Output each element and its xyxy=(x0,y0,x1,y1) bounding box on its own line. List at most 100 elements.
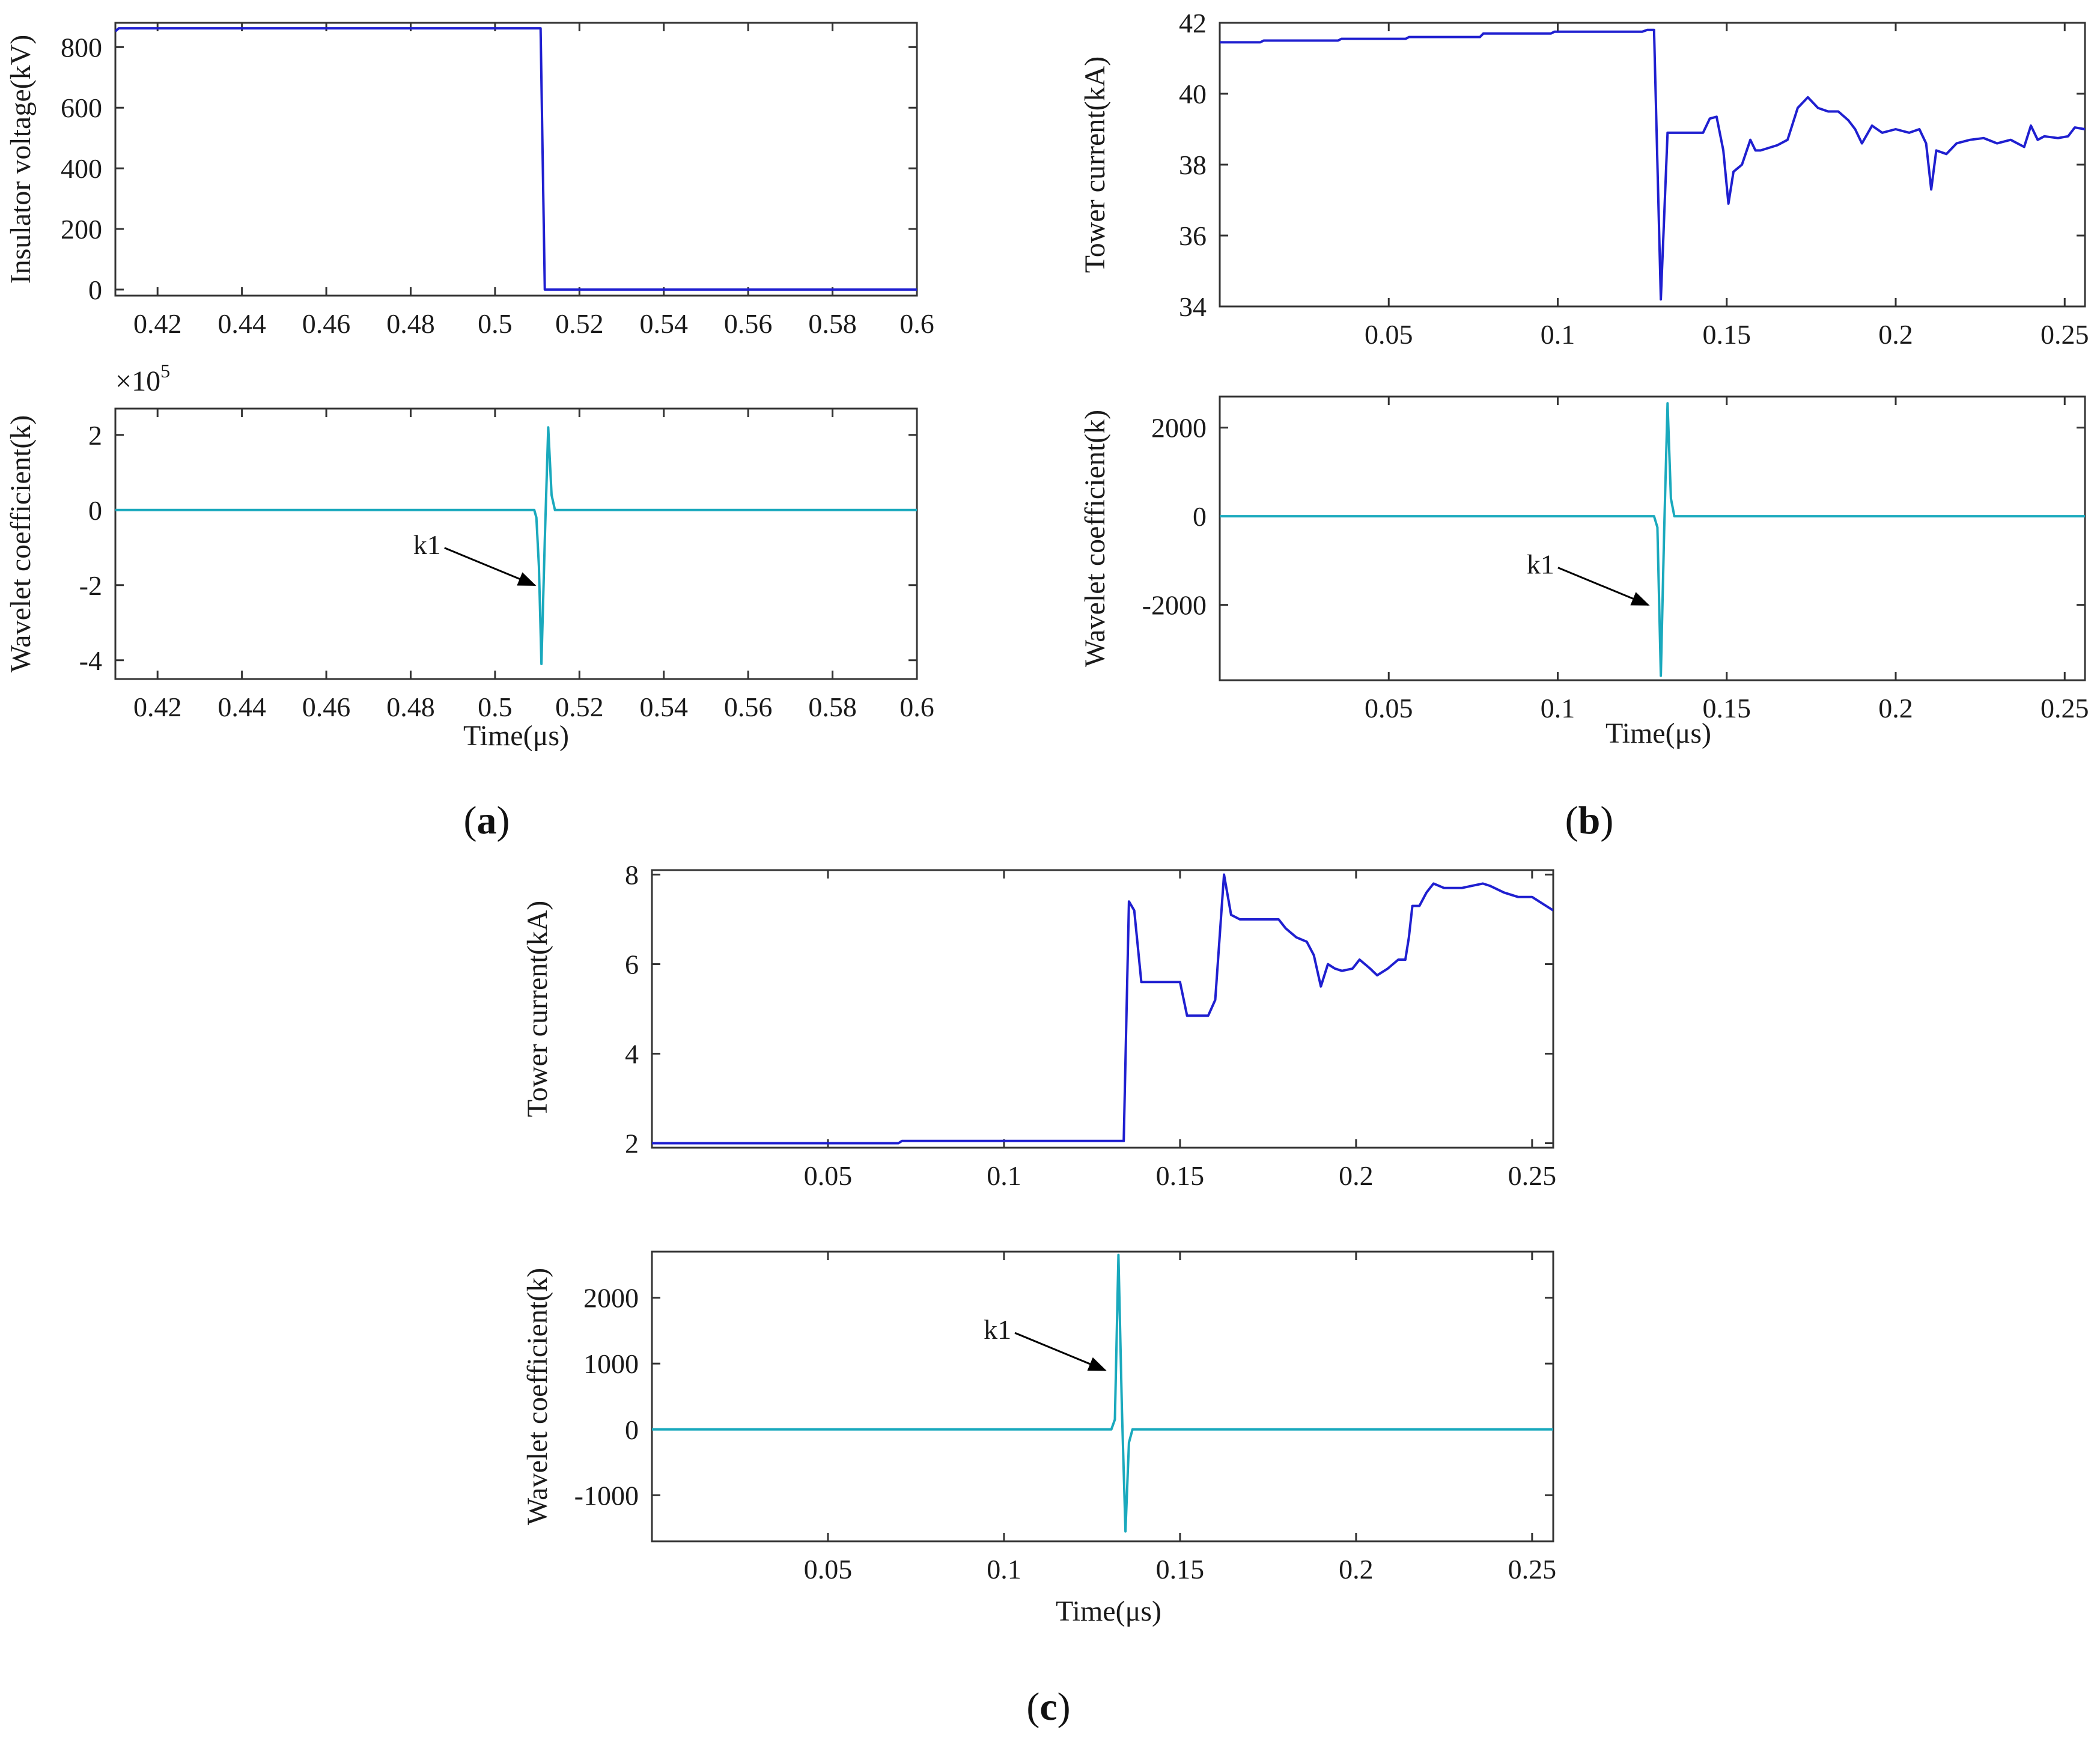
y-axis-title: Tower current(kA) xyxy=(522,901,553,1117)
y-axis-title: Wavelet coefficient(k) xyxy=(522,1268,553,1525)
y-tick-label: 42 xyxy=(1179,8,1207,38)
x-tick-label: 0.05 xyxy=(804,1554,853,1585)
x-tick-label: 0.52 xyxy=(555,692,604,722)
annotation-k1-label: k1 xyxy=(1527,549,1554,580)
series-line xyxy=(1220,402,2085,677)
x-tick-label: 0.2 xyxy=(1339,1554,1374,1585)
x-tick-label: 0.44 xyxy=(218,692,266,722)
panel-b-top-chart: 0.05 0.1 0.15 0.2 0.25 34 36 38 40 42 Tower curren… xyxy=(1079,8,2089,350)
plot-frame xyxy=(651,1250,1554,1542)
annotation-k1-label: k1 xyxy=(413,529,441,560)
x-tick-label: 0.15 xyxy=(1156,1554,1205,1585)
y-tick-label: 1000 xyxy=(583,1348,639,1379)
y-tick-label: 0 xyxy=(88,275,102,305)
x-tick-label: 0.25 xyxy=(1508,1554,1557,1585)
x-tick-label: 0.48 xyxy=(386,308,435,339)
y-tick-label: 2000 xyxy=(1151,413,1207,443)
y-tick-label: 34 xyxy=(1179,291,1207,322)
x-tick-label: 0.46 xyxy=(302,308,351,339)
y-tick-label: 4 xyxy=(625,1039,639,1070)
y-tick-label: 6 xyxy=(625,949,639,979)
y-tick-label: -1000 xyxy=(574,1480,639,1511)
x-tick-label: 0.2 xyxy=(1878,693,1913,723)
panel-label-a: (a) xyxy=(464,799,510,842)
x-tick-label: 0.2 xyxy=(1339,1160,1374,1191)
panel-a-top-chart: 0.42 0.44 0.46 0.48 0.5 0.52 0.54 0.56 0.58 0.6 0 2… xyxy=(5,22,934,339)
x-tick-label: 0.46 xyxy=(302,692,351,722)
x-tick-label: 0.25 xyxy=(1508,1160,1557,1191)
panel-label-b: (b) xyxy=(1565,799,1614,842)
y-tick-label: -2000 xyxy=(1142,590,1207,621)
x-axis-title: Time(μs) xyxy=(1605,717,1711,749)
x-tick-label: 0.58 xyxy=(808,308,857,339)
x-tick-label: 0.1 xyxy=(987,1160,1021,1191)
annotation-arrow xyxy=(444,547,537,586)
x-tick-label: 0.1 xyxy=(987,1554,1021,1585)
x-tick-label: 0.1 xyxy=(1541,319,1575,350)
annotation-arrow xyxy=(1557,567,1650,606)
y-axis-title: Wavelet coefficient(k) xyxy=(5,415,37,672)
x-tick-label: 0.15 xyxy=(1703,319,1752,350)
series-line xyxy=(115,426,917,665)
y-tick-label: 36 xyxy=(1179,221,1207,251)
x-tick-label: 0.56 xyxy=(724,308,773,339)
x-tick-label: 0.05 xyxy=(1365,319,1413,350)
y-tick-label: 2000 xyxy=(583,1283,639,1314)
y-tick-label: -4 xyxy=(79,645,102,676)
panel-c-bottom-chart: 0.05 0.1 0.15 0.2 0.25 -1000 0 1000 2000 Wavelet … xyxy=(522,1250,1557,1627)
y-tick-label: -2 xyxy=(79,570,102,601)
y-tick-label: 2 xyxy=(88,420,102,451)
y-tick-label: 400 xyxy=(61,153,102,184)
x-tick-label: 0.15 xyxy=(1156,1160,1205,1191)
series-line xyxy=(652,1253,1553,1533)
plot-frame xyxy=(651,869,1554,1149)
annotation-arrow xyxy=(1014,1332,1107,1371)
y-tick-label: 40 xyxy=(1179,79,1207,109)
y-scale-multiplier: ×105 xyxy=(115,360,170,397)
x-axis-title: Time(μs) xyxy=(463,720,569,752)
series-line xyxy=(1220,28,2085,301)
panel-c-top-chart: 0.05 0.1 0.15 0.2 0.25 2 4 6 8 Tower current(kA) xyxy=(522,859,1556,1191)
panel-b-bottom-chart: 0.05 0.1 0.15 0.2 0.25 -2000 0 2000 Wavelet coef… xyxy=(1079,395,2089,749)
y-tick-label: 600 xyxy=(61,93,102,123)
x-tick-label: 0.1 xyxy=(1541,693,1575,723)
x-tick-label: 0.42 xyxy=(133,692,182,722)
panel-a-bottom-chart: 0.42 0.44 0.46 0.48 0.5 0.52 0.54 0.56 0.58 0.6 -4… xyxy=(5,360,934,752)
x-tick-label: 0.2 xyxy=(1878,319,1913,350)
x-tick-label: 0.5 xyxy=(478,308,513,339)
x-tick-label: 0.56 xyxy=(724,692,773,722)
plot-frame xyxy=(1219,395,2086,681)
x-tick-label: 0.42 xyxy=(133,308,182,339)
x-tick-label: 0.6 xyxy=(899,308,934,339)
y-tick-label: 0 xyxy=(1193,501,1207,532)
x-tick-label: 0.44 xyxy=(218,308,266,339)
x-tick-label: 0.54 xyxy=(639,692,688,722)
plot-frame xyxy=(114,22,918,297)
y-tick-label: 0 xyxy=(625,1415,639,1445)
y-axis-title: Tower current(kA) xyxy=(1079,56,1111,273)
x-tick-label: 0.48 xyxy=(386,692,435,722)
y-tick-label: 800 xyxy=(61,32,102,62)
x-tick-label: 0.6 xyxy=(899,692,934,722)
x-tick-label: 0.05 xyxy=(804,1160,853,1191)
y-axis-title: Insulator voltage(kV) xyxy=(5,35,37,284)
x-tick-label: 0.25 xyxy=(2041,319,2089,350)
series-line xyxy=(652,873,1553,1145)
plot-frame xyxy=(114,407,918,680)
y-tick-label: 0 xyxy=(88,495,102,526)
x-tick-label: 0.05 xyxy=(1365,693,1413,723)
x-tick-label: 0.15 xyxy=(1703,693,1752,723)
series-line xyxy=(115,27,917,291)
x-axis-title: Time(μs) xyxy=(1056,1595,1161,1627)
x-tick-label: 0.52 xyxy=(555,308,604,339)
y-tick-label: 8 xyxy=(625,859,639,890)
x-tick-label: 0.54 xyxy=(639,308,688,339)
x-tick-label: 0.58 xyxy=(808,692,857,722)
y-axis-title: Wavelet coefficient(k) xyxy=(1079,410,1111,667)
x-tick-label: 0.25 xyxy=(2041,693,2089,723)
panel-label-c: (c) xyxy=(1026,1685,1070,1729)
y-tick-label: 38 xyxy=(1179,150,1207,180)
y-tick-label: 200 xyxy=(61,214,102,245)
y-tick-label: 2 xyxy=(625,1128,639,1159)
